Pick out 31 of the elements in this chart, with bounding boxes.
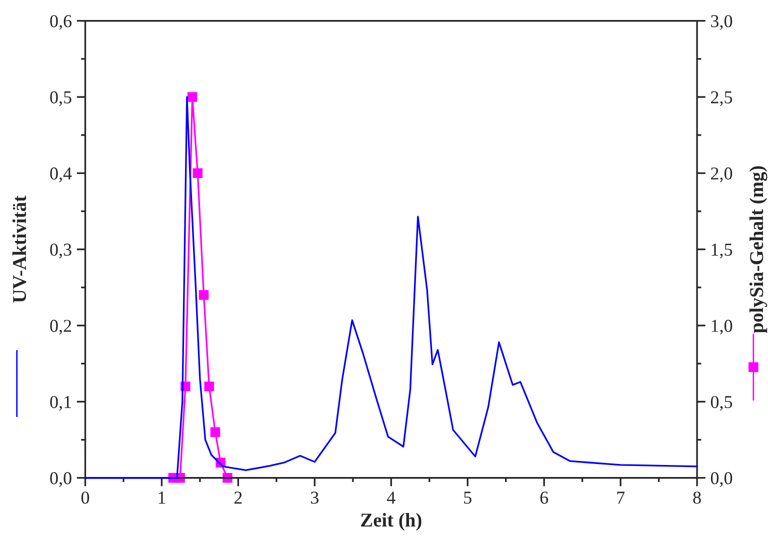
- x-tick-label: 6: [540, 492, 548, 504]
- y-tick-label: 0,5: [50, 91, 72, 106]
- y-tick-label: 0,6: [50, 15, 72, 30]
- y2-tick-label: 1,0: [712, 320, 732, 335]
- y2-tick-label: 2,0: [711, 167, 732, 182]
- point: [210, 427, 220, 438]
- y-axis-title: UV-Aktivität: [12, 196, 26, 303]
- x-tick-label: 7: [617, 492, 625, 504]
- y-tick-label: 0,2: [50, 320, 72, 335]
- y-tick-label: 0,4: [50, 167, 72, 182]
- point: [204, 382, 214, 392]
- x-tick-label: 3: [311, 492, 318, 504]
- x-tick-label: 5: [464, 492, 472, 504]
- y2-tick-label: 2,5: [711, 91, 732, 106]
- y2-tick-label: 0,0: [710, 472, 732, 487]
- x-axis-title: Zeit (h): [361, 512, 422, 531]
- y2-tick-label: 3,0: [711, 15, 732, 30]
- point: [187, 92, 198, 102]
- y2-tick-label: 1,5: [712, 244, 732, 258]
- y-tick-label: 0,1: [50, 396, 71, 411]
- x-tick-label: 2: [234, 492, 242, 504]
- point: [198, 290, 209, 300]
- x-tick-label: 8: [693, 492, 701, 504]
- x-tick-label: 0: [81, 492, 90, 504]
- y2-tick-label: 0,5: [710, 396, 732, 411]
- x-tick-label: 1: [158, 492, 166, 504]
- y-tick-label: 0,3: [50, 244, 72, 258]
- y2-axis-title: polySia-Gehalt (mg): [749, 166, 768, 334]
- y-tick-label: 0,0: [50, 472, 72, 487]
- point: [192, 168, 203, 178]
- x-tick-label: 4: [386, 492, 396, 504]
